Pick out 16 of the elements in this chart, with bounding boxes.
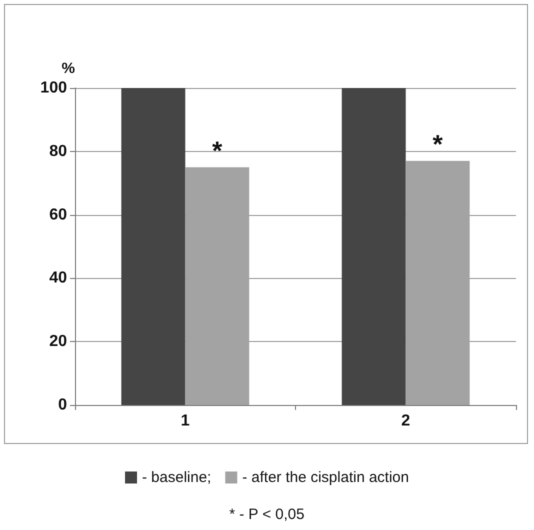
- text: * - P < 0,05: [229, 506, 304, 523]
- y-tick-label: 40: [49, 270, 68, 287]
- y-tick-label: 80: [49, 142, 68, 160]
- bar: [121, 88, 186, 405]
- y-tick-label: 0: [58, 396, 68, 414]
- y-tick-label: 20: [49, 333, 68, 350]
- annotation: *: [432, 128, 444, 159]
- legend-label: - after the cisplatin action: [242, 469, 409, 486]
- x-tick-label: 2: [401, 412, 410, 430]
- legend-label: - baseline;: [142, 469, 212, 486]
- annotation: *: [212, 135, 224, 166]
- y-tick-label: 60: [49, 206, 68, 224]
- y-axis-title: %: [62, 60, 75, 77]
- bar: [342, 88, 406, 405]
- x-tick-label: 1: [180, 412, 190, 430]
- y-tick-label: 100: [40, 80, 68, 96]
